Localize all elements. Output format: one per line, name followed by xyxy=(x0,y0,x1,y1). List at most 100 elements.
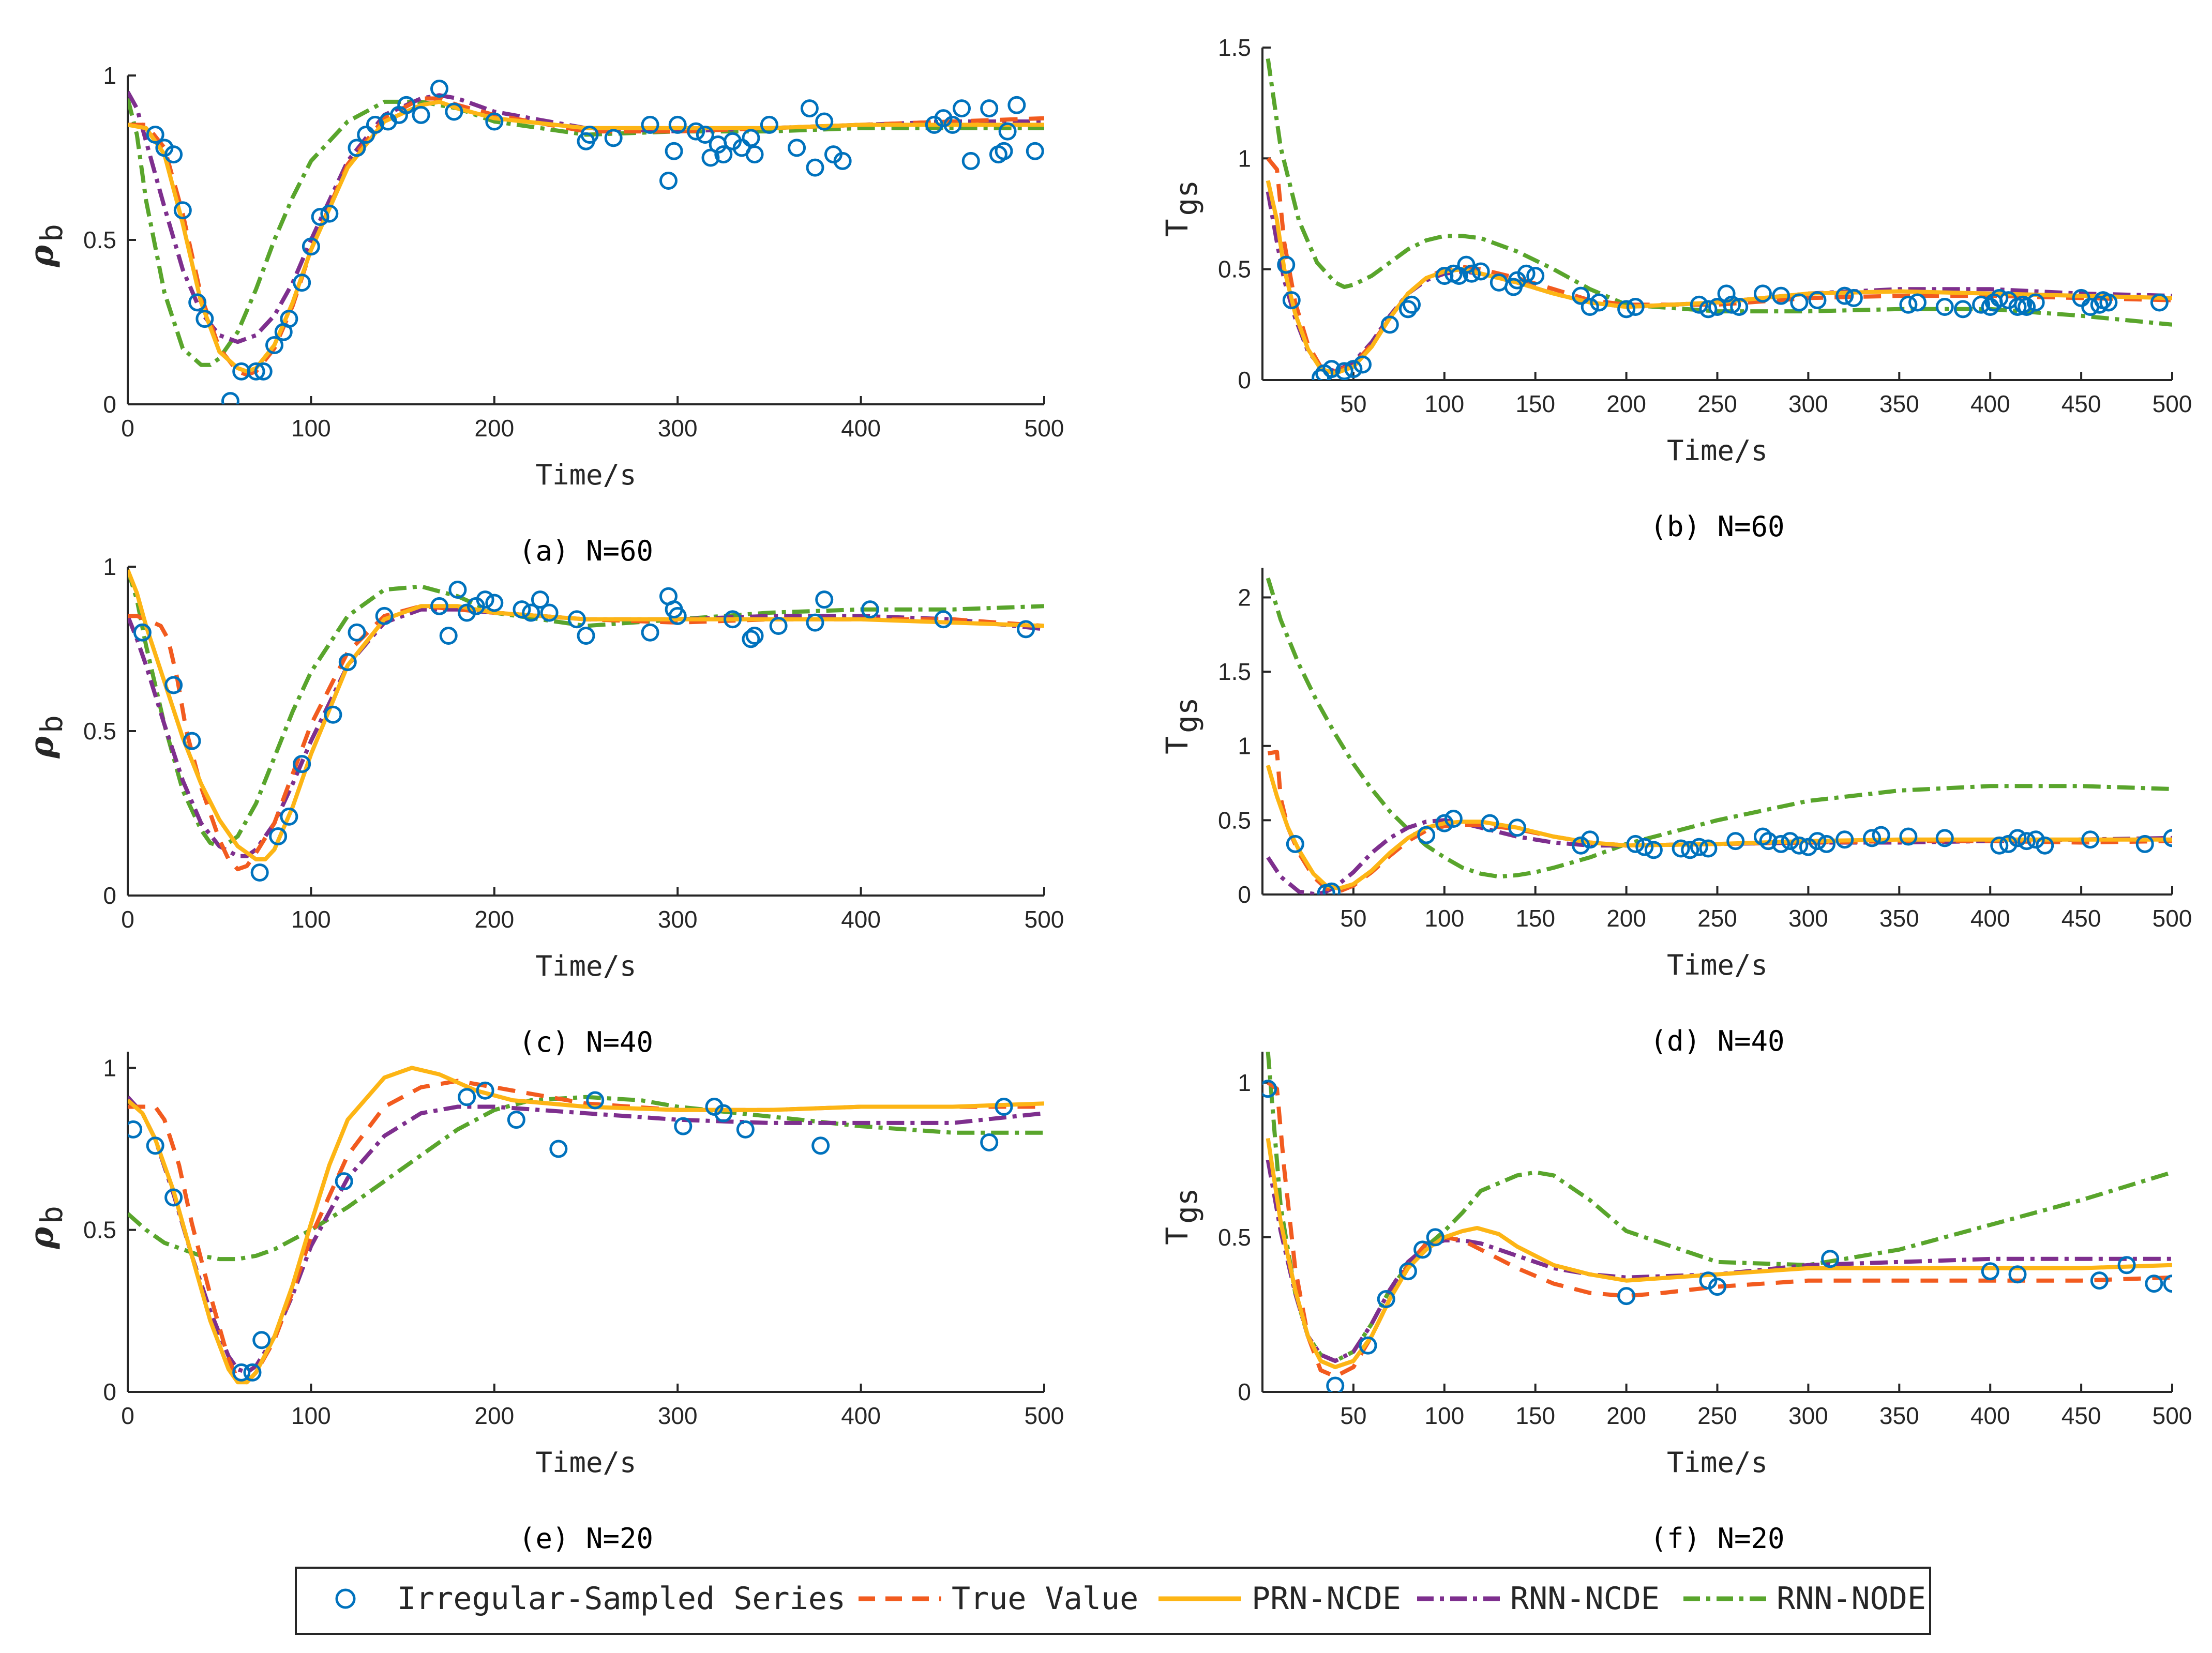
x-tick-label-d: 450 xyxy=(2061,905,2101,932)
sample-point-e xyxy=(736,1120,755,1139)
sample-point-f xyxy=(2163,1275,2172,1293)
y-tick-label-f: 1 xyxy=(1238,1069,1251,1096)
sample-point-a xyxy=(788,139,806,157)
sample-point-b xyxy=(1899,295,1918,314)
y-tick-label-c: 1 xyxy=(103,553,116,580)
sample-point-a xyxy=(357,125,375,144)
y-tick-label-d: 1.5 xyxy=(1218,658,1251,685)
sample-point-a xyxy=(806,158,824,177)
sample-point-a xyxy=(833,151,852,170)
sample-point-b xyxy=(1844,289,1863,307)
sample-point-d xyxy=(2036,836,2054,855)
sample-point-f xyxy=(1398,1262,1417,1281)
sample-point-a xyxy=(714,145,733,164)
x-tick-label-b: 400 xyxy=(1970,390,2010,417)
plot-area-c xyxy=(128,569,1044,882)
y-tick-label-d: 1 xyxy=(1238,733,1251,760)
sample-point-c xyxy=(641,623,659,642)
x-tick-label-e: 200 xyxy=(474,1402,514,1429)
sample-point-b xyxy=(1590,293,1608,312)
sample-point-e xyxy=(995,1098,1013,1116)
sample-point-d xyxy=(1508,818,1527,837)
sample-point-b xyxy=(1526,267,1545,285)
y-axis-label-sub-b: gs xyxy=(1169,180,1204,216)
sample-point-b xyxy=(2090,295,2109,314)
sample-point-e xyxy=(674,1117,693,1135)
x-tick-label-e: 0 xyxy=(121,1402,134,1429)
caption-c: (c) N=40 xyxy=(519,1026,653,1058)
sample-point-a xyxy=(961,151,980,170)
caption-a: (a) N=60 xyxy=(519,535,653,567)
series-line-rnn-node-b xyxy=(1266,58,2172,327)
x-tick-label-b: 50 xyxy=(1340,390,1366,417)
sample-point-b xyxy=(2018,298,2036,316)
sample-point-c xyxy=(1017,620,1035,639)
x-tick-label-f: 250 xyxy=(1697,1402,1737,1429)
plot-area-a xyxy=(128,79,1044,404)
x-tick-label-c: 500 xyxy=(1025,906,1064,933)
sample-point-a xyxy=(668,115,687,134)
sample-point-a xyxy=(397,96,416,114)
chart-d: 50 100 150 200 250 300 350 400 450 500 0 0.5 1 1.5 2 Ti… xyxy=(1160,568,2192,1057)
sample-point-c xyxy=(522,603,540,622)
plot-area-b xyxy=(1266,58,2172,380)
sample-point-c xyxy=(448,581,467,599)
sample-point-b xyxy=(2099,293,2118,312)
sample-point-e xyxy=(335,1172,353,1191)
x-tick-label-a: 200 xyxy=(474,415,514,442)
sample-point-d xyxy=(1872,826,1890,844)
x-tick-label-a: 0 xyxy=(121,415,134,442)
x-tick-label-b: 100 xyxy=(1424,390,1464,417)
sample-point-a xyxy=(659,172,678,190)
sample-point-e xyxy=(714,1104,733,1123)
sample-point-e xyxy=(164,1188,183,1207)
x-tick-label-d: 200 xyxy=(1606,905,1646,932)
sample-point-b xyxy=(1935,298,1954,316)
x-tick-label-d: 350 xyxy=(1879,905,1919,932)
sample-point-f xyxy=(2117,1256,2136,1275)
series-line-prn-ncde-a xyxy=(128,99,1044,374)
y-axis-label-b: Tgs xyxy=(1160,180,1204,237)
sample-point-f xyxy=(2145,1275,2163,1293)
y-axis-label-main-c: ρ xyxy=(22,736,61,759)
chart-b: 50 100 150 200 250 300 350 400 450 500 0 0.5 1 1.5 Tim… xyxy=(1160,34,2192,543)
y-axis-label-sub-c: b xyxy=(34,715,69,733)
sample-point-c xyxy=(806,613,824,632)
sample-point-d xyxy=(1699,839,1718,858)
sample-point-c xyxy=(183,732,201,750)
sample-point-b xyxy=(1463,264,1481,283)
sample-point-d xyxy=(1790,836,1809,855)
sample-point-e xyxy=(586,1091,605,1110)
x-axis-label-a: Time/s xyxy=(535,459,636,491)
sample-point-b xyxy=(2150,293,2169,312)
sample-point-f xyxy=(1413,1240,1432,1259)
sample-point-b xyxy=(1730,298,1749,316)
sample-point-b xyxy=(1717,284,1736,303)
y-axis-label-a: ρb xyxy=(22,224,69,267)
sample-point-b xyxy=(1353,355,1372,374)
sample-point-a xyxy=(995,142,1013,160)
sample-point-c xyxy=(540,603,559,622)
series-line-prn-ncde-c xyxy=(128,569,1044,861)
sample-point-b xyxy=(1790,293,1809,312)
sample-point-d xyxy=(1817,835,1836,853)
sample-point-a xyxy=(366,115,384,134)
sample-point-b xyxy=(1617,300,1636,319)
sample-point-f xyxy=(1377,1290,1395,1309)
x-tick-label-f: 100 xyxy=(1424,1402,1464,1429)
sample-point-b xyxy=(1972,295,1991,314)
sample-point-b xyxy=(1344,360,1363,378)
sample-point-a xyxy=(980,99,999,118)
sample-point-c xyxy=(293,755,311,774)
sample-point-f xyxy=(1981,1262,1999,1281)
y-tick-label-e: 0.5 xyxy=(83,1217,116,1243)
y-tick-label-a: 0 xyxy=(103,391,116,418)
x-tick-label-f: 500 xyxy=(2153,1402,2192,1429)
sample-point-c xyxy=(668,606,687,625)
sample-point-d xyxy=(1781,832,1799,851)
x-tick-label-e: 500 xyxy=(1025,1402,1064,1429)
sample-point-d xyxy=(1626,835,1645,853)
y-axis-label-main-d: T xyxy=(1160,736,1195,754)
x-tick-label-f: 50 xyxy=(1340,1402,1366,1429)
